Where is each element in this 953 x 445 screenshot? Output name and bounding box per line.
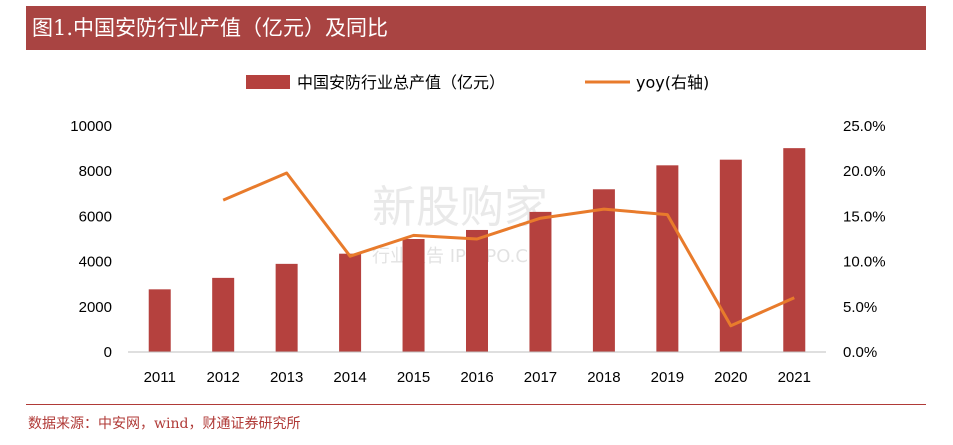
left-tick-label: 2000 <box>79 299 112 316</box>
left-tick-label: 8000 <box>79 163 112 180</box>
x-tick-label: 2014 <box>333 369 366 386</box>
legend-label-bar: 中国安防行业总产值（亿元） <box>297 73 505 92</box>
bar-2015 <box>402 239 425 352</box>
chart-title-bar: 图1.中国安防行业产值（亿元）及同比 <box>26 6 926 50</box>
bar-series <box>148 148 806 352</box>
x-tick-label: 2021 <box>778 369 811 386</box>
bar-2019 <box>656 165 679 352</box>
left-tick-label: 4000 <box>79 254 112 271</box>
bar-2013 <box>275 263 298 352</box>
x-axis-ticks: 2011 2012 2013 2014 2015 2016 2017 2018 2019 2020… <box>144 369 811 386</box>
x-tick-label: 2019 <box>651 369 684 386</box>
x-tick-label: 2018 <box>587 369 620 386</box>
legend-swatch-bar <box>246 75 290 89</box>
bar-2020 <box>719 159 742 352</box>
right-tick-label: 20.0% <box>843 163 886 180</box>
legend-label-line: yoy(右轴) <box>636 73 709 92</box>
yoy-line <box>222 171 795 328</box>
right-tick-label: 25.0% <box>843 118 886 135</box>
chart-title: 图1.中国安防行业产值（亿元）及同比 <box>32 16 389 40</box>
x-tick-label: 2015 <box>397 369 430 386</box>
x-tick-label: 2011 <box>144 369 176 386</box>
left-tick-label: 0 <box>104 344 112 361</box>
left-tick-label: 6000 <box>79 208 112 225</box>
legend: 中国安防行业总产值（亿元） yoy(右轴) <box>246 73 709 92</box>
bar-2018 <box>592 189 615 352</box>
right-axis-ticks: 0.0% 5.0% 10.0% 15.0% 20.0% 25.0% <box>843 118 886 361</box>
right-tick-label: 15.0% <box>843 208 886 225</box>
left-axis-ticks: 0 2000 4000 6000 8000 10000 <box>70 118 112 361</box>
x-tick-label: 2016 <box>460 369 493 386</box>
right-tick-label: 5.0% <box>843 299 877 316</box>
watermark-sub: 行业报告 IPOIPO.CN <box>372 246 541 267</box>
bar-2017 <box>529 211 552 352</box>
bar-2012 <box>212 277 235 352</box>
bar-2014 <box>339 253 362 352</box>
left-tick-label: 10000 <box>70 118 112 135</box>
source-note: 数据来源：中安网，wind，财通证券研究所 <box>28 416 301 432</box>
yoy-line-series <box>222 171 795 328</box>
x-tick-label: 2013 <box>270 369 303 386</box>
bar-2016 <box>466 229 488 352</box>
bar-2011 <box>148 289 171 352</box>
bar-2021 <box>783 148 806 352</box>
x-tick-label: 2020 <box>714 369 747 386</box>
right-tick-label: 0.0% <box>843 344 877 361</box>
right-tick-label: 10.0% <box>843 254 886 271</box>
x-tick-label: 2017 <box>524 369 557 386</box>
footer-divider <box>26 404 926 405</box>
x-tick-label: 2012 <box>206 369 239 386</box>
